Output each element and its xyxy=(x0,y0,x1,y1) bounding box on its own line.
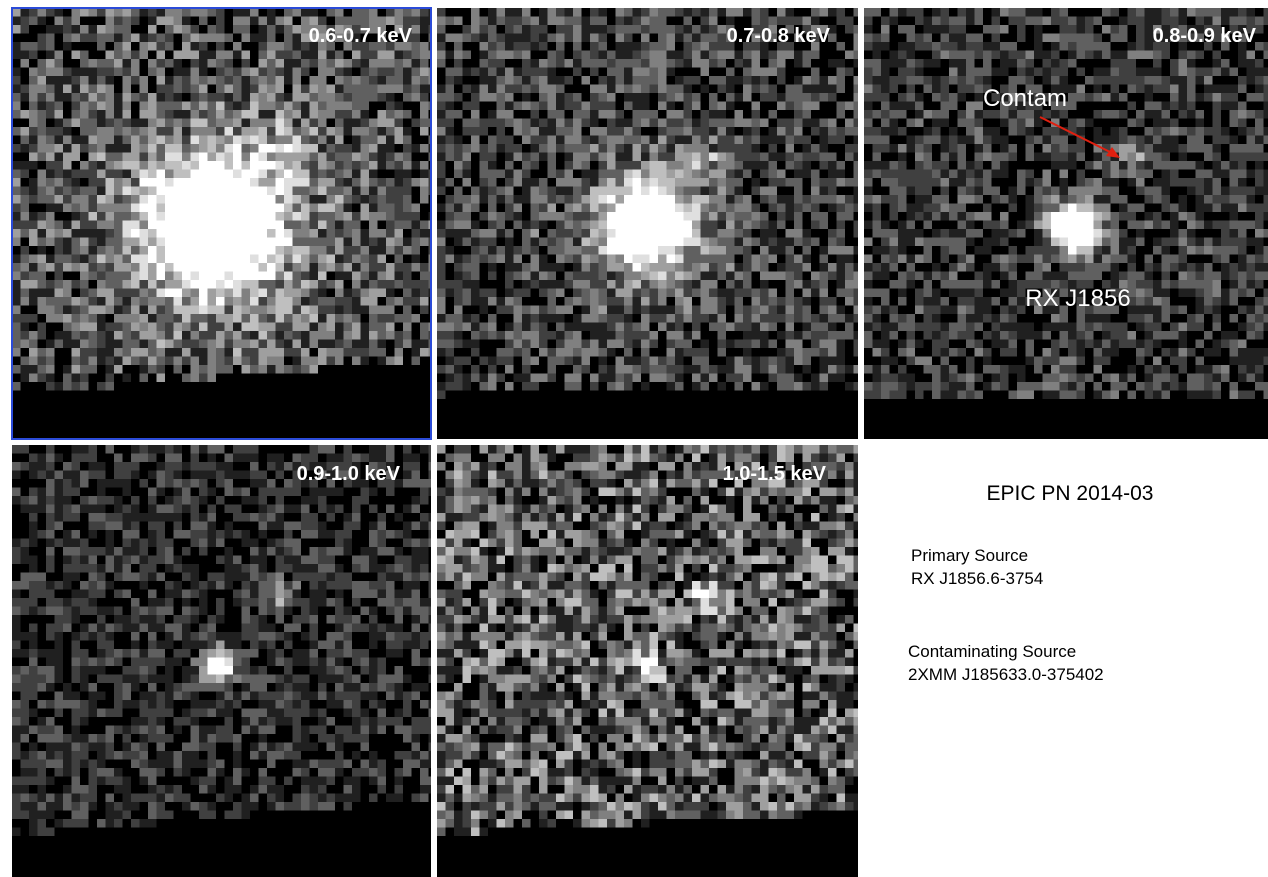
panel-label: 0.9-1.0 keV xyxy=(297,463,401,485)
primary-label: RX J1856 xyxy=(1025,285,1130,312)
panel-label: 0.7-0.8 keV xyxy=(727,25,831,47)
contam-label: Contam xyxy=(983,85,1067,112)
info-heading: Contaminating Source xyxy=(908,642,1076,661)
panel-label: 0.8-0.9 keV xyxy=(1153,25,1257,47)
figure: 0.6-0.7 keV 0.7-0.8 keV 0.8-0.9 keV 0.9-… xyxy=(0,0,1268,877)
panel-label: 1.0-1.5 keV xyxy=(723,463,827,485)
images xyxy=(12,8,1268,877)
page: 0.6-0.7 keV 0.7-0.8 keV 0.8-0.9 keV 0.9-… xyxy=(0,0,1268,877)
info-title: EPIC PN 2014-03 xyxy=(987,482,1154,505)
info-heading: Primary Source xyxy=(911,546,1028,565)
panel-label: 0.6-0.7 keV xyxy=(309,25,413,47)
info-text: 2XMM J185633.0-375402 xyxy=(908,665,1104,684)
info-text: RX J1856.6-3754 xyxy=(911,569,1043,588)
image-pixels xyxy=(225,658,234,667)
